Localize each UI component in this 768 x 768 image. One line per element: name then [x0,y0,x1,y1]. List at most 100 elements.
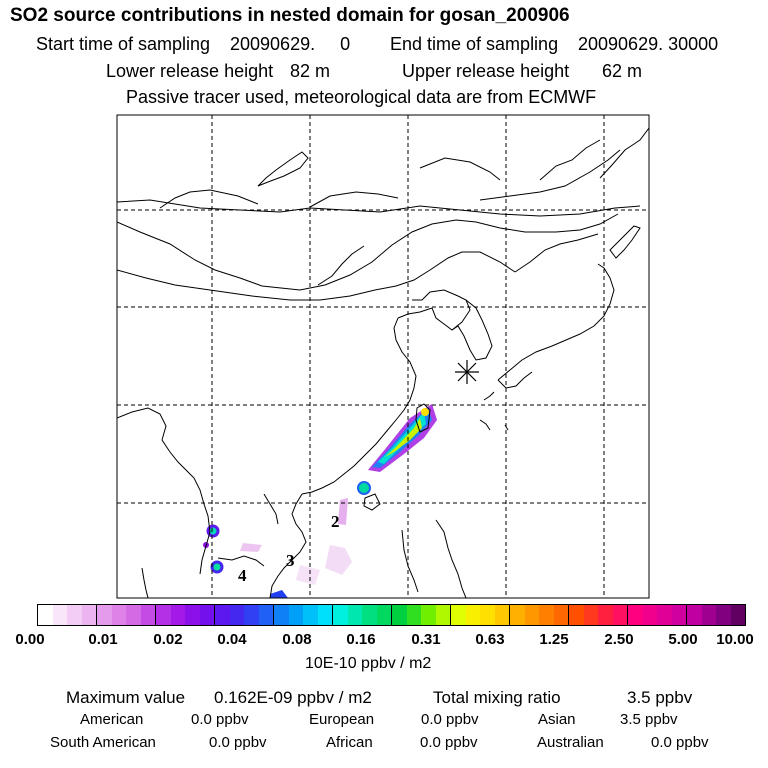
colorbar-swatch [38,605,53,625]
colorbar-swatch [494,605,509,625]
region-name: Asian [538,711,576,728]
colorbar-swatch [435,605,450,625]
colorbar-swatch [52,605,67,625]
colorbar-tick: 1.25 [539,631,569,648]
map-grid [117,115,649,598]
plume-faint-west [240,543,262,552]
colorbar-swatch [687,605,702,625]
colorbar-swatch [126,605,141,625]
colorbar-segment [392,605,451,625]
colorbar-swatch [539,605,554,625]
region-name: African [326,734,373,751]
total-mixing-value: 3.5 ppbv [627,688,693,707]
end-time-value: 20090629. 30000 [578,34,719,54]
asterisk-icon [455,360,479,384]
colorbar-segment [628,605,687,625]
colorbar-swatch [347,605,362,625]
colorbar-swatch [480,605,495,625]
region-value: 0.0 ppbv [651,734,709,751]
colorbar-swatch [569,605,584,625]
colorbar-swatch [215,605,230,625]
start-time-value: 20090629. 0 [230,34,351,54]
plume-blob-south [270,590,288,598]
region-value: 0.0 ppbv [420,734,478,751]
plume-yellow-spot [421,408,429,416]
colorbar-segment [97,605,156,625]
region-value: 0.0 ppbv [421,711,479,728]
colorbar-swatch [303,605,318,625]
colorbar-segment [274,605,333,625]
start-time-label: Start time of sampling [36,34,211,54]
colorbar-segment [510,605,569,625]
plume-main-core [378,412,426,464]
colorbar-swatch [392,605,407,625]
colorbar-tick: 0.00 [15,631,45,648]
colorbar-tick: 0.08 [282,631,312,648]
colorbar [37,604,746,626]
region-name: American [80,711,144,728]
page-title: SO2 source contributions in nested domai… [10,5,570,26]
colorbar-swatch [244,605,259,625]
colorbar-swatch [317,605,332,625]
colorbar-segment [687,605,745,625]
colorbar-swatch [701,605,716,625]
region-name: Australian [537,734,604,751]
lower-height-value: 82 m [290,61,331,81]
colorbar-swatch [553,605,568,625]
plume-blob-bangkok [206,524,220,538]
max-value: 0.162E-09 ppbv / m2 [214,688,372,707]
total-mixing-label: Total mixing ratio [433,688,561,707]
colorbar-unit: 10E-10 ppbv / m2 [305,655,432,672]
colorbar-swatch [583,605,598,625]
plume-faint-band [296,565,320,585]
coastlines [117,127,649,598]
colorbar-tick: 0.02 [153,631,183,648]
colorbar-swatch [628,605,643,625]
colorbar-swatch [465,605,480,625]
colorbar-swatch [657,605,672,625]
colorbar-segment [38,605,97,625]
colorbar-segment [215,605,274,625]
colorbar-swatch [376,605,391,625]
colorbar-tick: 10.00 [716,631,754,648]
colorbar-swatch [642,605,657,625]
upper-height-label: Upper release height [402,61,570,81]
colorbar-swatch [288,605,303,625]
source-label-2: 2 [331,512,340,531]
plume-faint-south [325,545,352,575]
region-value: 0.0 ppbv [209,734,267,751]
colorbar-tick: 0.63 [475,631,505,648]
tracer-note: Passive tracer used, meteorological data… [126,87,597,107]
colorbar-tick: 0.16 [346,631,376,648]
map-frame [116,114,650,599]
source-label-3: 3 [286,551,295,570]
colorbar-swatch [156,605,171,625]
lower-height-label: Lower release height [106,61,274,81]
region-value: 3.5 ppbv [620,711,678,728]
colorbar-swatch [598,605,613,625]
plume-blob-gulf [210,560,224,574]
colorbar-swatch [451,605,466,625]
colorbar-swatch [170,605,185,625]
colorbar-swatch [81,605,96,625]
colorbar-swatch [716,605,731,625]
colorbar-swatch [111,605,126,625]
colorbar-swatch [612,605,627,625]
colorbar-tick: 0.04 [217,631,247,648]
plume-blob-guangzhou [357,481,371,495]
colorbar-swatch [406,605,421,625]
colorbar-swatch [362,605,377,625]
colorbar-swatch [524,605,539,625]
colorbar-segment [451,605,510,625]
plume-main-hot [385,418,422,457]
colorbar-swatch [421,605,436,625]
region-name: South American [50,734,156,751]
colorbar-swatch [730,605,745,625]
colorbar-swatch [229,605,244,625]
colorbar-swatch [333,605,348,625]
colorbar-swatch [140,605,155,625]
upper-height-value: 62 m [602,61,643,81]
colorbar-swatch [671,605,686,625]
colorbar-segment [156,605,215,625]
